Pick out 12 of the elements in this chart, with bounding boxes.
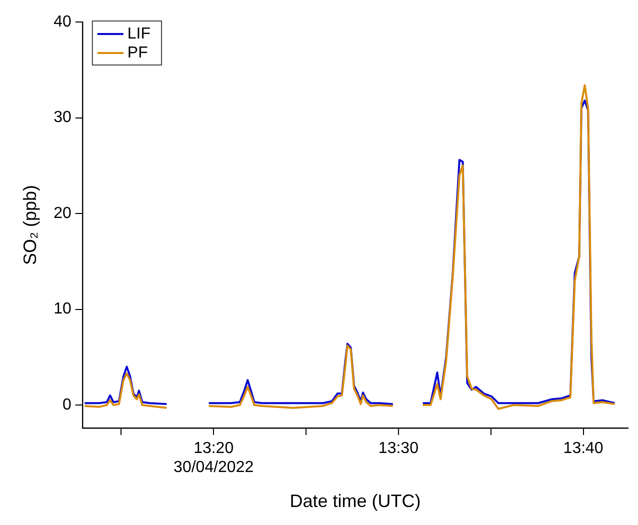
y-tick-label: 30 <box>54 109 72 126</box>
legend-label: PF <box>127 44 148 62</box>
y-tick-label: 40 <box>54 13 72 30</box>
x-tick-label: 13:40 <box>563 440 604 458</box>
x-axis-title: Date time (UTC) <box>290 491 421 512</box>
y-tick-label: 10 <box>54 300 72 318</box>
x-tick-label: 13:30 <box>378 440 419 458</box>
y-tick-label: 0 <box>62 396 72 414</box>
legend-label: LIF <box>127 25 151 42</box>
y-axis-title: SO₂ (ppb) <box>20 184 40 266</box>
y-tick-label: 20 <box>54 204 72 222</box>
x-tick-label: 13:20 30/04/2022 <box>174 440 254 476</box>
